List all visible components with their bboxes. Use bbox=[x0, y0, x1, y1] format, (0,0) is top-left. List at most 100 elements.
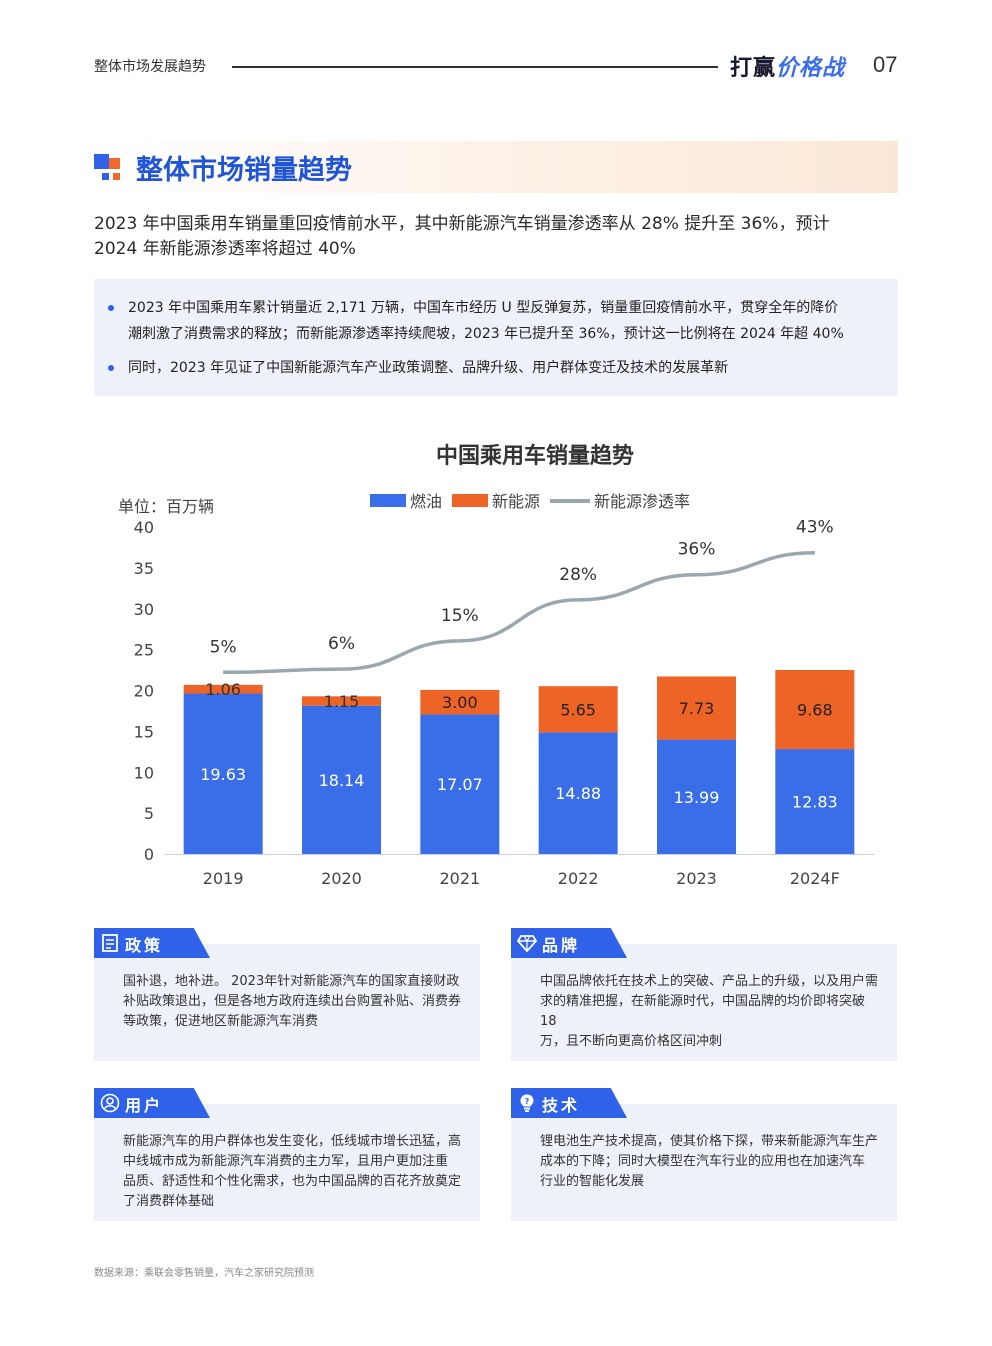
user-icon bbox=[100, 1093, 120, 1113]
y-tick-label: 30 bbox=[134, 600, 154, 619]
card-line: 锂电池生产技术提高，使其价格下探，带来新能源汽车生产 bbox=[540, 1134, 879, 1149]
card-body: 新能源汽车的用户群体也发生变化，低线城市增长迅猛，高 中线城市成为新能源汽车消费… bbox=[123, 1132, 463, 1212]
card-label: 用户 bbox=[125, 1096, 164, 1115]
card-label: 政策 bbox=[125, 936, 164, 955]
card-line: 等政策，促进地区新能源汽车消费 bbox=[123, 1014, 319, 1029]
diamond-icon bbox=[517, 935, 537, 953]
brand-part1: 打赢 bbox=[730, 56, 777, 81]
card-line: 成本的下降；同时大模型在汽车行业的应用也在加速汽车 bbox=[540, 1154, 866, 1169]
data-label-nev: 3.00 bbox=[442, 693, 478, 712]
data-label-fuel: 17.07 bbox=[437, 775, 483, 794]
card-tab: 品牌 bbox=[511, 928, 627, 958]
header-divider bbox=[232, 66, 718, 68]
card-user: 用户 新能源汽车的用户群体也发生变化，低线城市增长迅猛，高 中线城市成为新能源汽… bbox=[94, 1088, 480, 1221]
x-tick-label: 2022 bbox=[558, 869, 599, 888]
y-tick-label: 10 bbox=[134, 763, 154, 782]
x-tick-label: 2020 bbox=[321, 869, 362, 888]
bar-nev bbox=[657, 676, 736, 740]
legend-swatch-nev bbox=[452, 494, 488, 507]
card-tab: ? 技术 bbox=[511, 1088, 627, 1118]
section-title: 整体市场销量趋势 bbox=[136, 155, 352, 186]
legend-label-fuel: 燃油 bbox=[410, 492, 442, 511]
bullet-dot-icon bbox=[108, 365, 114, 371]
card-line: 中国品牌依托在技术上的突破、产品上的升级，以及用户需 bbox=[540, 974, 879, 989]
card-line: 行业的智能化发展 bbox=[540, 1174, 645, 1189]
bullet-text: 2023 年中国乘用车累计销量近 2,171 万辆，中国车市经历 U 型反弹复苏… bbox=[128, 300, 839, 316]
title-logo-icon bbox=[94, 154, 120, 180]
title-band bbox=[94, 141, 898, 193]
x-tick-label: 2021 bbox=[439, 869, 480, 888]
chart-unit-label: 单位：百万辆 bbox=[118, 497, 214, 516]
x-tick-label: 2019 bbox=[203, 869, 244, 888]
penetration-label: 28% bbox=[559, 565, 597, 585]
data-label-nev: 5.65 bbox=[560, 700, 596, 719]
bar-fuel bbox=[302, 705, 381, 854]
card-line: 求的精准把握，在新能源时代，中国品牌的均价即将突破18 bbox=[540, 994, 866, 1029]
bar-fuel bbox=[657, 739, 736, 854]
section-header: 整体市场发展趋势 bbox=[94, 59, 206, 75]
y-tick-label: 0 bbox=[144, 845, 154, 864]
data-source: 数据来源：乘联会零售销量，汽车之家研究院预测 bbox=[94, 1268, 314, 1279]
card-label: 品牌 bbox=[542, 936, 581, 955]
card-line: 万，且不断向更高价格区间冲刺 bbox=[540, 1034, 723, 1049]
card-line: 中线城市成为新能源汽车消费的主力军，且用户更加注重 bbox=[123, 1154, 449, 1169]
y-tick-label: 35 bbox=[134, 559, 154, 578]
penetration-line bbox=[223, 550, 815, 675]
y-tick-label: 15 bbox=[134, 722, 154, 741]
data-label-nev: 1.15 bbox=[324, 692, 360, 711]
penetration-label: 5% bbox=[210, 637, 237, 657]
card-body: 中国品牌依托在技术上的突破、产品上的升级，以及用户需 求的精准把握，在新能源时代… bbox=[540, 972, 880, 1052]
legend-label-nev: 新能源 bbox=[492, 492, 540, 511]
document-icon bbox=[102, 934, 118, 952]
x-tick-label: 2023 bbox=[676, 869, 717, 888]
bullet-item: 同时，2023 年见证了中国新能源汽车产业政策调整、品牌升级、用户群体变迁及技术… bbox=[108, 355, 729, 381]
penetration-label: 15% bbox=[441, 606, 479, 626]
card-tab: 政策 bbox=[94, 928, 210, 958]
penetration-label: 6% bbox=[328, 634, 355, 654]
svg-text:?: ? bbox=[525, 1097, 530, 1106]
card-tech: ? 技术 锂电池生产技术提高，使其价格下探，带来新能源汽车生产 成本的下降；同时… bbox=[511, 1088, 897, 1221]
bar-nev bbox=[183, 684, 263, 694]
lightbulb-icon: ? bbox=[520, 1094, 534, 1112]
brand-title: 打赢价格战 bbox=[730, 50, 845, 82]
bar-fuel bbox=[420, 714, 500, 854]
bar-nev bbox=[538, 686, 618, 733]
y-tick-label: 20 bbox=[134, 682, 154, 701]
bar-fuel bbox=[183, 693, 263, 854]
penetration-label: 43% bbox=[796, 518, 834, 538]
lead-line: 2023 年中国乘用车销量重回疫情前水平，其中新能源汽车销量渗透率从 28% 提… bbox=[94, 214, 830, 234]
bullet-item: 2023 年中国乘用车累计销量近 2,171 万辆，中国车市经历 U 型反弹复苏… bbox=[108, 295, 844, 347]
card-line: 了消费群体基础 bbox=[123, 1194, 215, 1209]
card-body: 锂电池生产技术提高，使其价格下探，带来新能源汽车生产 成本的下降；同时大模型在汽… bbox=[540, 1132, 880, 1192]
chart-title: 中国乘用车销量趋势 bbox=[436, 443, 634, 469]
x-tick-label: 2024F bbox=[790, 869, 840, 888]
penetration-label: 36% bbox=[678, 540, 716, 560]
data-label-nev: 9.68 bbox=[797, 701, 833, 720]
bar-fuel bbox=[775, 749, 855, 854]
lead-paragraph: 2023 年中国乘用车销量重回疫情前水平，其中新能源汽车销量渗透率从 28% 提… bbox=[94, 212, 900, 262]
card-line: 品质、舒适性和个性化需求，也为中国品牌的百花齐放奠定 bbox=[123, 1174, 462, 1189]
card-line: 国补退，地补进。 2023年针对新能源汽车的国家直接财政 bbox=[123, 974, 460, 989]
bar-nev bbox=[302, 696, 381, 706]
bar-nev bbox=[775, 669, 855, 750]
card-line: 新能源汽车的用户群体也发生变化，低线城市增长迅猛，高 bbox=[123, 1134, 462, 1149]
card-tab: 用户 bbox=[94, 1088, 210, 1118]
summary-box: 2023 年中国乘用车累计销量近 2,171 万辆，中国车市经历 U 型反弹复苏… bbox=[94, 279, 898, 396]
page-number: 07 bbox=[873, 52, 898, 77]
data-label-fuel: 18.14 bbox=[319, 771, 365, 790]
card-label: 技术 bbox=[542, 1096, 581, 1115]
data-label-fuel: 19.63 bbox=[200, 765, 246, 784]
bullet-text: 潮刺激了消费需求的释放；而新能源渗透率持续爬坡，2023 年已提升至 36%，预… bbox=[128, 326, 844, 342]
bullet-text: 同时，2023 年见证了中国新能源汽车产业政策调整、品牌升级、用户群体变迁及技术… bbox=[128, 360, 729, 376]
bar-fuel bbox=[538, 732, 618, 854]
bar-nev bbox=[420, 689, 500, 715]
y-tick-label: 5 bbox=[144, 804, 154, 823]
y-tick-label: 40 bbox=[134, 518, 154, 537]
lead-line: 2024 年新能源渗透率将超过 40% bbox=[94, 239, 356, 259]
legend-label-penetration: 新能源渗透率 bbox=[594, 492, 690, 511]
card-brand: 品牌 中国品牌依托在技术上的突破、产品上的升级，以及用户需 求的精准把握，在新能… bbox=[511, 928, 897, 1061]
bullet-dot-icon bbox=[108, 305, 114, 311]
data-label-fuel: 14.88 bbox=[555, 784, 601, 803]
data-label-nev: 7.73 bbox=[679, 699, 715, 718]
